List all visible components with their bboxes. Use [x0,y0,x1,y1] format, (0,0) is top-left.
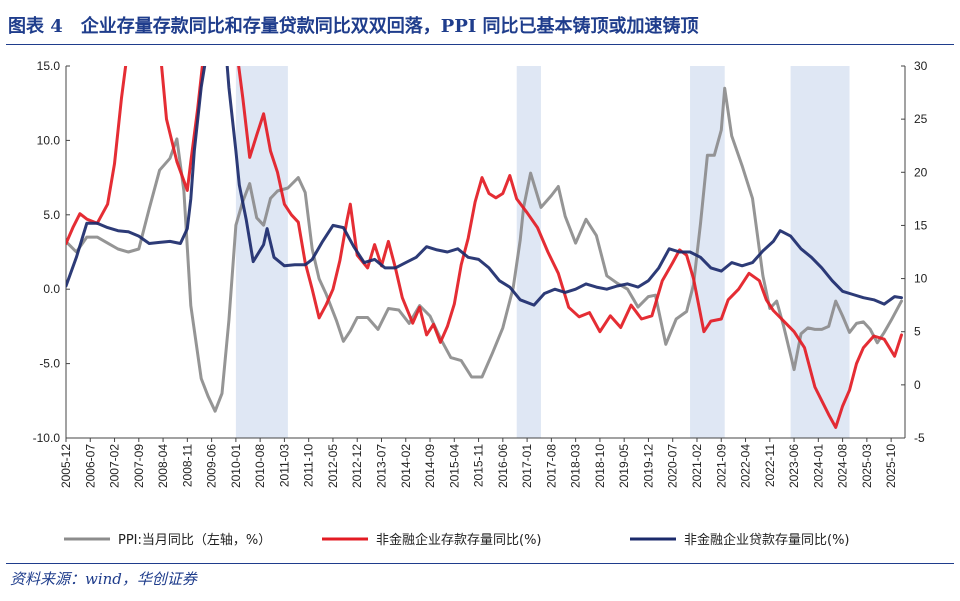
left-tick-label: 15.0 [37,59,61,73]
source-rule [6,563,954,564]
right-tick-label: 30 [914,59,928,73]
x-tick-label: 2012-12 [350,444,364,488]
x-tick-label: 2008-11 [180,444,194,487]
series-line-2 [66,66,903,429]
legend: PPI:当月同比（左轴，%） 非金融企业存款存量同比(%) 非金融企业贷款存量同比(… [64,532,850,548]
x-tick-label: 2014-02 [399,444,413,488]
shaded-period [690,66,725,438]
x-tick-label: 2006-07 [83,444,97,488]
x-tick-label: 2012-05 [326,444,340,488]
legend-label: 非金融企业贷款存量同比(%) [684,532,850,548]
x-tick-label: 2021-09 [714,444,728,488]
right-tick-label: -5 [914,431,925,445]
x-tick-label: 2017-08 [544,444,558,488]
legend-item: 非金融企业贷款存量同比(%) [630,532,850,548]
series-lines [66,66,903,429]
x-tick-label: 2022-11 [763,444,777,487]
x-tick-label: 2025-03 [860,444,874,488]
x-tick-label: 2013-07 [374,444,388,488]
x-tick-label: 2007-02 [108,444,122,488]
left-tick-label: 10.0 [37,133,61,147]
legend-item: 非金融企业存款存量同比(%) [322,532,542,548]
x-tick-label: 2020-07 [666,444,680,488]
x-tick-label: 2007-09 [132,444,146,488]
x-tick-label: 2015-11 [472,444,486,487]
x-tick-label: 2014-09 [423,444,437,488]
title-bar: 图表 4 企业存量存款同比和存量贷款同比双双回落，PPI 同比已基本铸顶或加速铸… [0,0,960,48]
x-tick-label: 2019-12 [641,444,655,488]
x-tick-label: 2024-01 [811,444,825,488]
series-line-3 [66,66,903,307]
right-tick-label: 25 [914,112,928,126]
left-tick-label: -10.0 [33,431,61,445]
source-note: 资料来源：wind，华创证券 [10,570,197,588]
right-tick-label: 20 [914,165,928,179]
legend-item: PPI:当月同比（左轴，%） [64,533,271,548]
x-tick-label: 2010-08 [253,444,267,488]
right-tick-label: 0 [914,378,921,392]
x-tick-label: 2018-03 [569,444,583,488]
shaded-period [516,66,541,438]
left-tick-label: 5.0 [43,208,60,222]
line-chart: -10.0 -5.0 0.0 5.0 10.0 15.0 -5 0 5 10 15 20 25 30 20… [33,59,928,548]
axes: -10.0 -5.0 0.0 5.0 10.0 15.0 -5 0 5 10 15 20 25 30 [33,59,928,445]
right-tick-label: 10 [914,272,928,286]
x-tick-label: 2019-05 [617,444,631,488]
shaded-period [790,66,850,438]
x-tick-label: 2005-12 [59,444,73,488]
series-line-1 [66,86,903,413]
x-tick-label: 2021-02 [690,444,704,488]
x-tick-label: 2017-01 [520,444,534,488]
x-tick-label: 2018-10 [593,444,607,488]
shaded-periods [235,66,850,438]
x-tick-label: 2009-06 [205,444,219,488]
right-tick-label: 15 [914,218,928,232]
x-tick-label: 2015-04 [447,444,461,488]
x-tick-label: 2011-03 [277,444,291,487]
legend-label: PPI:当月同比（左轴，%） [118,533,271,548]
x-tick-label: 2016-06 [496,444,510,488]
title-rule [6,44,954,45]
x-tick-label: 2010-01 [229,444,243,488]
left-tick-label: 0.0 [43,282,60,296]
shaded-period [235,66,288,438]
x-tick-label: 2011-10 [302,444,316,487]
legend-label: 非金融企业存款存量同比(%) [376,532,542,548]
x-tick-label: 2008-04 [156,444,170,488]
x-tick-label: 2022-04 [739,444,753,488]
x-axis-ticks: 2005-12 2006-07 2007-02 2007-09 2008-04 2008-… [59,438,898,488]
x-tick-label: 2025-10 [884,444,898,488]
left-tick-label: -5.0 [39,357,60,371]
right-tick-label: 5 [914,325,921,339]
x-tick-label: 2023-06 [787,444,801,488]
page-title: 图表 4 企业存量存款同比和存量贷款同比双双回落，PPI 同比已基本铸顶或加速铸… [8,16,699,37]
x-tick-label: 2024-08 [836,444,850,488]
